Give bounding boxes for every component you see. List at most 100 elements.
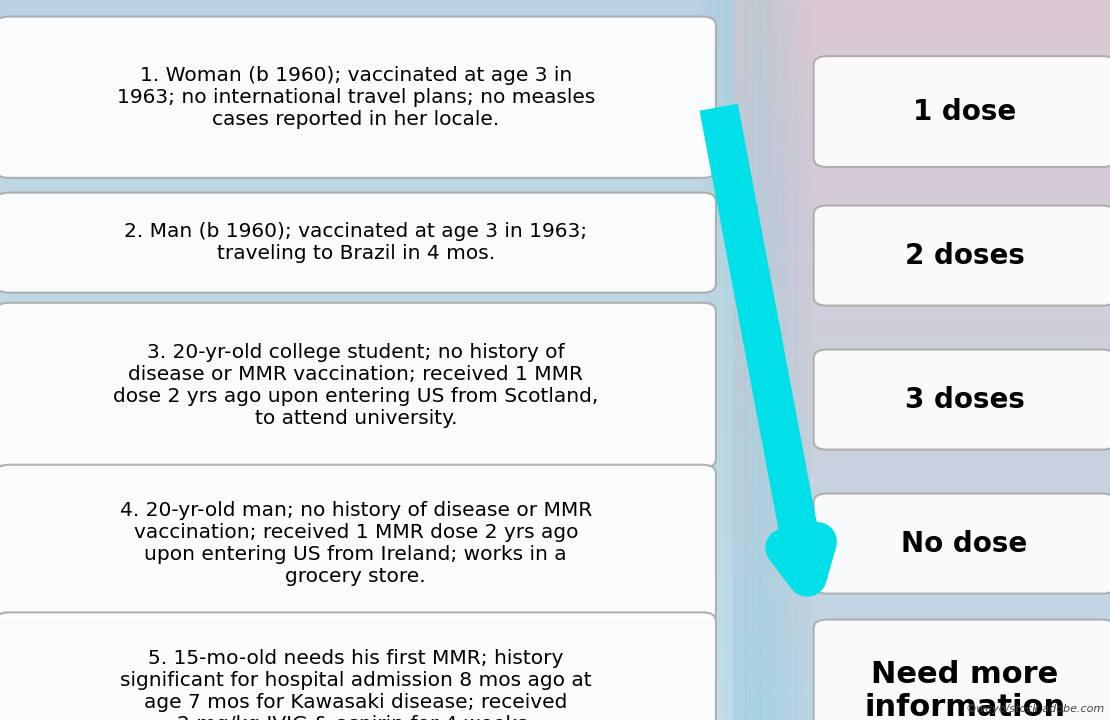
Bar xyxy=(0,590,733,598)
Bar xyxy=(0,223,733,230)
Bar xyxy=(0,151,733,158)
Bar xyxy=(0,274,733,281)
Bar xyxy=(733,310,1110,317)
Bar xyxy=(733,223,1110,230)
Bar xyxy=(0,238,733,245)
Bar xyxy=(705,0,708,720)
Bar xyxy=(0,346,733,353)
Bar xyxy=(0,482,733,490)
Bar xyxy=(733,396,1110,403)
Bar xyxy=(733,670,1110,677)
Bar xyxy=(777,0,779,720)
Bar xyxy=(0,324,733,331)
Bar xyxy=(0,79,733,86)
Bar xyxy=(0,684,733,691)
Bar xyxy=(0,122,733,130)
Bar xyxy=(0,65,733,72)
Bar xyxy=(733,108,1110,115)
Text: 2 doses: 2 doses xyxy=(905,242,1025,269)
Bar xyxy=(733,425,1110,432)
Bar xyxy=(0,331,733,338)
Bar xyxy=(0,619,733,626)
Bar xyxy=(779,0,783,720)
Bar xyxy=(733,266,1110,274)
Bar xyxy=(733,612,1110,619)
Bar xyxy=(0,418,733,425)
Bar xyxy=(733,130,1110,137)
Bar xyxy=(733,122,1110,130)
Bar xyxy=(0,518,733,526)
Bar xyxy=(0,677,733,684)
Bar xyxy=(733,79,1110,86)
Bar xyxy=(738,0,741,720)
Bar xyxy=(771,0,775,720)
Bar xyxy=(730,0,733,720)
FancyBboxPatch shape xyxy=(0,612,716,720)
Bar xyxy=(733,382,1110,389)
Bar xyxy=(733,648,1110,655)
Bar xyxy=(733,238,1110,245)
Bar xyxy=(733,490,1110,497)
Bar xyxy=(733,360,1110,367)
Bar xyxy=(733,461,1110,468)
Bar xyxy=(0,468,733,475)
Bar xyxy=(797,0,799,720)
Bar xyxy=(0,691,733,698)
Bar xyxy=(733,590,1110,598)
Bar xyxy=(0,173,733,180)
Bar xyxy=(0,137,733,144)
Bar xyxy=(733,446,1110,454)
Bar xyxy=(733,302,1110,310)
Bar xyxy=(733,497,1110,504)
Bar xyxy=(699,0,702,720)
Text: 1 dose: 1 dose xyxy=(912,98,1017,125)
Bar xyxy=(0,389,733,396)
Bar xyxy=(733,439,1110,446)
Bar xyxy=(0,187,733,194)
Bar xyxy=(727,0,730,720)
Bar xyxy=(0,115,733,122)
Bar xyxy=(0,641,733,648)
Bar xyxy=(0,158,733,166)
Bar xyxy=(0,547,733,554)
Bar xyxy=(0,43,733,50)
Bar xyxy=(0,461,733,468)
FancyBboxPatch shape xyxy=(0,465,716,622)
Bar xyxy=(0,86,733,94)
FancyBboxPatch shape xyxy=(814,619,1110,720)
Bar xyxy=(808,0,810,720)
FancyBboxPatch shape xyxy=(0,192,716,292)
Bar xyxy=(733,662,1110,670)
Bar xyxy=(722,0,724,720)
Bar xyxy=(733,14,1110,22)
Bar xyxy=(0,626,733,634)
Bar xyxy=(0,338,733,346)
Bar xyxy=(760,0,764,720)
Bar xyxy=(733,706,1110,713)
Bar xyxy=(0,439,733,446)
Bar xyxy=(733,338,1110,346)
Bar xyxy=(0,144,733,151)
Bar xyxy=(733,518,1110,526)
Bar xyxy=(716,0,719,720)
Bar xyxy=(733,281,1110,288)
Bar xyxy=(733,626,1110,634)
Bar xyxy=(733,389,1110,396)
Bar xyxy=(0,310,733,317)
Bar xyxy=(788,0,790,720)
Bar xyxy=(733,209,1110,216)
Bar xyxy=(0,569,733,576)
Bar xyxy=(733,173,1110,180)
Bar xyxy=(733,677,1110,684)
Bar xyxy=(0,36,733,43)
Bar xyxy=(0,511,733,518)
Bar xyxy=(790,0,794,720)
Bar xyxy=(744,0,746,720)
Bar xyxy=(733,655,1110,662)
Bar xyxy=(733,533,1110,540)
Text: 3. 20-yr-old college student; no history of
disease or MMR vaccination; received: 3. 20-yr-old college student; no history… xyxy=(113,343,598,428)
Text: 2. Man (b 1960); vaccinated at age 3 in 1963;
traveling to Brazil in 4 mos.: 2. Man (b 1960); vaccinated at age 3 in … xyxy=(124,222,587,263)
Bar xyxy=(733,151,1110,158)
Bar xyxy=(0,259,733,266)
Bar xyxy=(0,662,733,670)
